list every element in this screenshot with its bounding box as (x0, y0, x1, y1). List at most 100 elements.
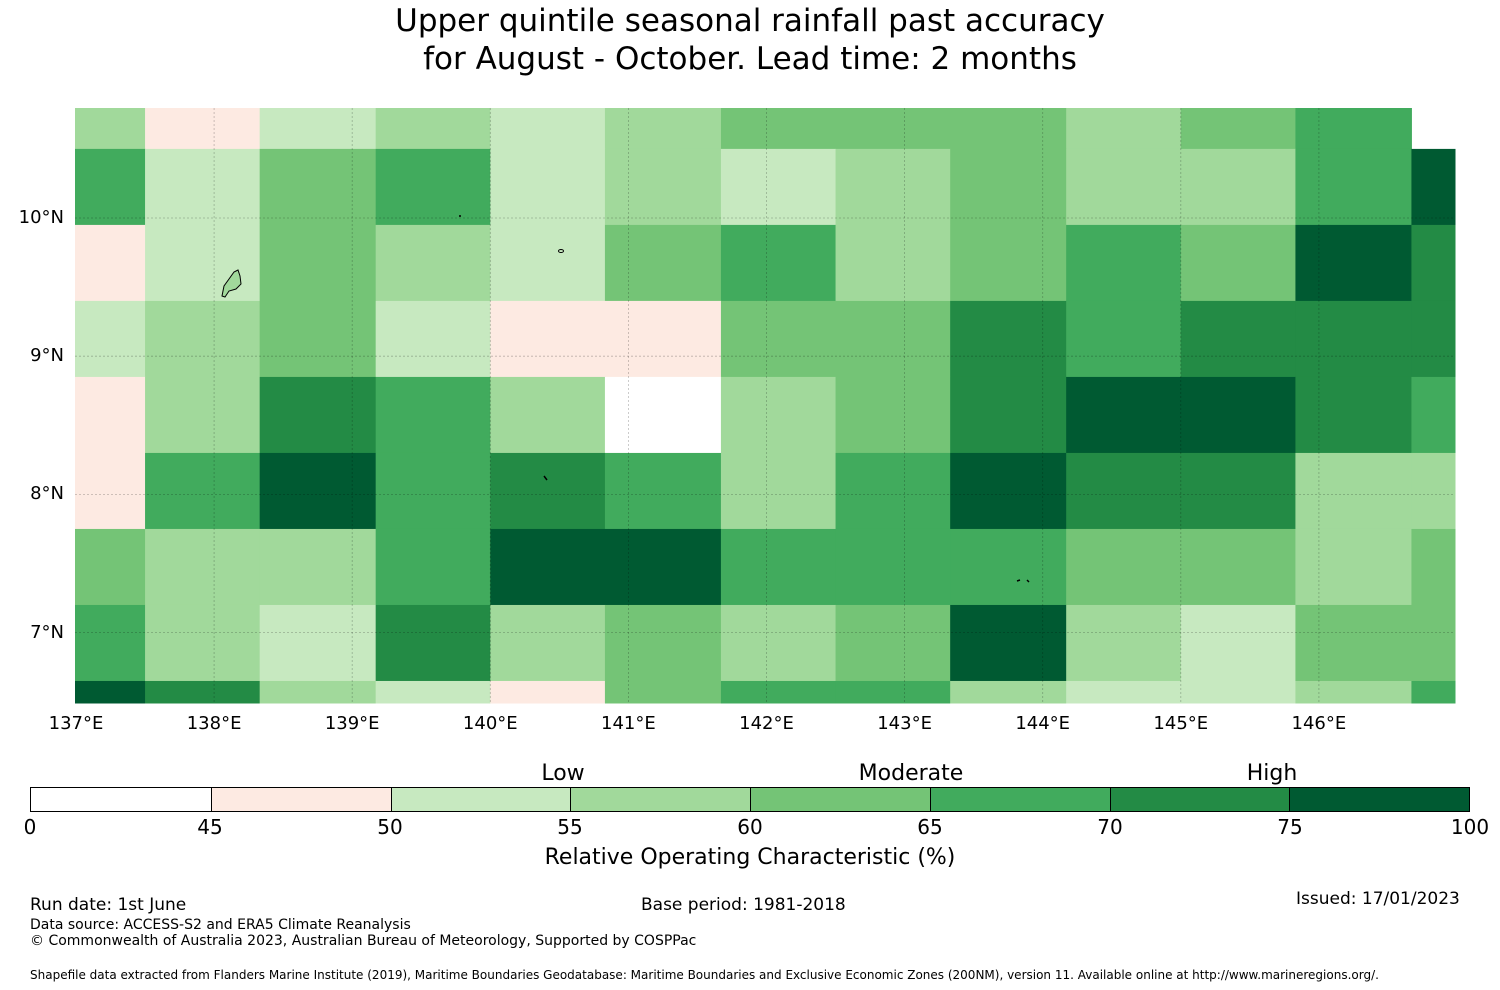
heatmap-cell (604, 376, 722, 454)
heatmap-cell (1066, 528, 1182, 606)
heatmap-cell (1180, 300, 1296, 378)
heatmap-cell (145, 528, 261, 606)
heatmap-cell (375, 376, 491, 454)
heatmap-cell (835, 300, 951, 378)
heatmap-cell (375, 452, 491, 530)
heatmap-cell (259, 604, 377, 682)
colorbar (30, 787, 1470, 812)
heatmap-cell (1295, 452, 1412, 530)
heatmap-cell (75, 528, 146, 606)
heatmap-cell (145, 452, 261, 530)
copyright: © Commonwealth of Australia 2023, Austra… (30, 933, 697, 949)
heatmap-cell (375, 528, 491, 606)
colorbar-segment (750, 788, 930, 811)
heatmap-cell (1295, 224, 1412, 302)
heatmap-cell (490, 528, 606, 606)
heatmap-cell (145, 604, 261, 682)
heatmap-cell (1180, 224, 1296, 302)
heatmap-cell (145, 680, 261, 704)
heatmap-cell (490, 376, 606, 454)
colorbar-segment (570, 788, 750, 811)
heatmap-cell (720, 604, 837, 682)
map-plot (75, 108, 1456, 704)
heatmap-cell (1066, 300, 1182, 378)
heatmap-cell (950, 528, 1067, 606)
heatmap-cell (1295, 108, 1412, 150)
shapefile-credit: Shapefile data extracted from Flanders M… (30, 968, 1379, 982)
heatmap-cell (1066, 108, 1182, 150)
heatmap-cell (1411, 376, 1456, 454)
map-title-line2: for August - October. Lead time: 2 month… (423, 41, 1077, 77)
colorbar-tick-label: 75 (1277, 815, 1303, 839)
heatmap-cell (604, 528, 722, 606)
latitude-tick-label: 8°N (30, 483, 64, 505)
heatmap-cell (1180, 528, 1296, 606)
heatmap-cell (145, 108, 261, 150)
heatmap-cell (1411, 300, 1456, 378)
heatmap-cell (375, 148, 491, 226)
colorbar-tick-label: 70 (1097, 815, 1123, 839)
heatmap-cell (75, 604, 146, 682)
heatmap-cell (1411, 680, 1456, 704)
island-outline (543, 475, 548, 481)
heatmap-cell (259, 376, 377, 454)
heatmap-cell (1295, 680, 1412, 704)
heatmap-cell (604, 148, 722, 226)
island-outlines (221, 215, 1030, 583)
heatmap-cell (604, 108, 722, 150)
heatmap-cell (1066, 148, 1182, 226)
heatmap-cell (950, 148, 1067, 226)
heatmap-cell (1180, 108, 1296, 150)
heatmap-cell (1295, 604, 1412, 682)
heatmap-cell (1066, 224, 1182, 302)
heatmap-cell (490, 224, 606, 302)
category-high: High (1246, 761, 1298, 786)
colorbar-segment (390, 788, 571, 811)
colorbar-tick-label: 0 (23, 815, 37, 839)
heatmap-cell (835, 376, 951, 454)
base-period: Base period: 1981-2018 (641, 895, 846, 915)
heatmap-cell (720, 680, 837, 704)
longitude-tick-label: 137°E (48, 713, 104, 734)
heatmap-cell (1295, 300, 1412, 378)
heatmap-cell (720, 108, 837, 150)
heatmap-cell (375, 108, 491, 150)
run-date: Run date: 1st June (30, 895, 187, 915)
heatmap-cell (259, 452, 377, 530)
longitude-tick-label: 139°E (324, 713, 380, 734)
longitude-tick-label: 141°E (601, 713, 656, 734)
heatmap-cell (145, 376, 261, 454)
heatmap-cell (835, 108, 951, 150)
heatmap-cell (950, 680, 1067, 704)
heatmap-cell (950, 452, 1067, 530)
heatmap-cell (1295, 528, 1412, 606)
colorbar-segment (1109, 788, 1290, 811)
heatmap-cell (1411, 224, 1456, 302)
colorbar-segment (1289, 788, 1469, 811)
heatmap-cell (604, 680, 722, 704)
colorbar-segment (31, 788, 211, 811)
heatmap-cell (75, 376, 146, 454)
colorbar-tick-label: 55 (557, 815, 583, 839)
island-dot (459, 215, 461, 217)
heatmap-cell (950, 108, 1067, 150)
heatmap-cell (490, 680, 606, 704)
heatmap-cell (75, 224, 146, 302)
heatmap-cell (950, 300, 1067, 378)
heatmap-cell (259, 300, 377, 378)
heatmap-cell (1180, 604, 1296, 682)
heatmap-cell (1180, 148, 1296, 226)
heatmap-cell (75, 148, 146, 226)
colorbar-tick-label: 50 (377, 815, 403, 839)
heatmap-cells (75, 108, 1456, 704)
map-title-line1: Upper quintile seasonal rainfall past ac… (395, 3, 1105, 39)
heatmap-cell (145, 148, 261, 226)
heatmap-cell (950, 604, 1067, 682)
heatmap-cell (490, 452, 606, 530)
graticule (75, 108, 1455, 703)
heatmap-cell (950, 224, 1067, 302)
heatmap-cell (720, 224, 837, 302)
heatmap-cell (490, 300, 606, 378)
heatmap-cell (1066, 452, 1182, 530)
longitude-tick-label: 142°E (739, 713, 794, 734)
